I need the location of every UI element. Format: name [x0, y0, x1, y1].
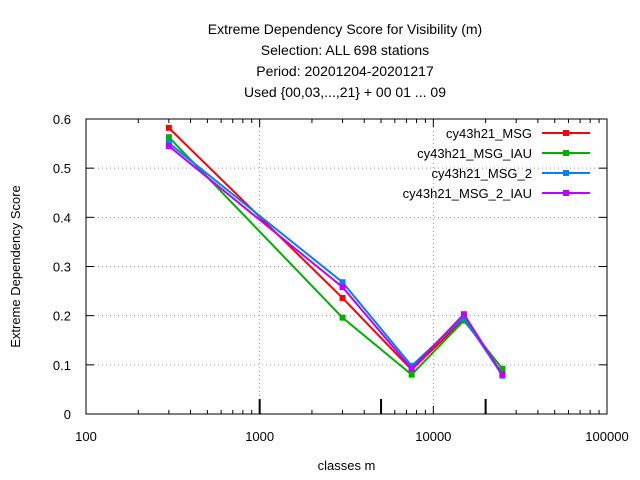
sample-marks: [258, 399, 487, 414]
chart-title-line: Used {00,03,...,21} + 00 01 ... 09: [244, 84, 446, 100]
x-tick-label: 100: [75, 429, 97, 444]
x-tick-label: 10000: [415, 429, 451, 444]
y-axis: 0 0.1 0.2 0.3 0.4 0.5 0.6: [53, 112, 607, 422]
x-tick-label: 1000: [245, 429, 274, 444]
y-tick-label: 0.3: [53, 260, 71, 275]
data-point: [339, 279, 346, 286]
legend-label: cy43h21_MSG: [446, 126, 532, 141]
chart-title-line: Period: 20201204-20201217: [256, 63, 434, 79]
x-tick-label: 100000: [585, 429, 628, 444]
y-tick-label: 0.6: [53, 112, 71, 127]
y-tick-label: 0.5: [53, 161, 71, 176]
chart-title-line: Extreme Dependency Score for Visibility …: [208, 21, 482, 37]
legend-label: cy43h21_MSG_2: [432, 166, 532, 181]
chart-title-line: Selection: ALL 698 stations: [261, 42, 429, 58]
data-point: [460, 317, 467, 324]
data-point: [499, 371, 506, 378]
x-axis: 100 1000 10000 100000: [75, 119, 629, 444]
y-tick-label: 0.1: [53, 358, 71, 373]
legend: cy43h21_MSG cy43h21_MSG_IAU cy43h21_MSG_2c…: [403, 126, 590, 201]
data-point: [339, 294, 346, 301]
legend-label: cy43h21_MSG_IAU: [417, 146, 532, 161]
data-point: [408, 365, 415, 372]
y-tick-label: 0.4: [53, 210, 71, 225]
y-tick-label: 0.2: [53, 309, 71, 324]
data-point: [165, 134, 172, 141]
series-cy43h21_MSG: [165, 124, 506, 377]
data-point: [339, 284, 346, 291]
series-cy43h21_MSG_2_IAU: [165, 143, 506, 378]
data-point: [460, 311, 467, 318]
data-point: [165, 124, 172, 131]
chart-title: Extreme Dependency Score for Visibility …: [208, 21, 482, 100]
grid: [86, 119, 607, 414]
series: [165, 124, 506, 379]
x-axis-label: classes m: [318, 458, 376, 473]
legend-marker: [563, 150, 569, 156]
data-point: [165, 143, 172, 150]
data-point: [408, 371, 415, 378]
data-point: [499, 365, 506, 372]
legend-label: cy43h21_MSG_2_IAU: [403, 186, 532, 201]
y-axis-label: Extreme Dependency Score: [8, 185, 23, 348]
data-point: [339, 314, 346, 321]
legend-marker: [563, 190, 569, 196]
legend-marker: [563, 130, 569, 136]
legend-marker: [563, 170, 569, 176]
series-line: [168, 127, 504, 375]
y-tick-label: 0: [64, 407, 71, 422]
